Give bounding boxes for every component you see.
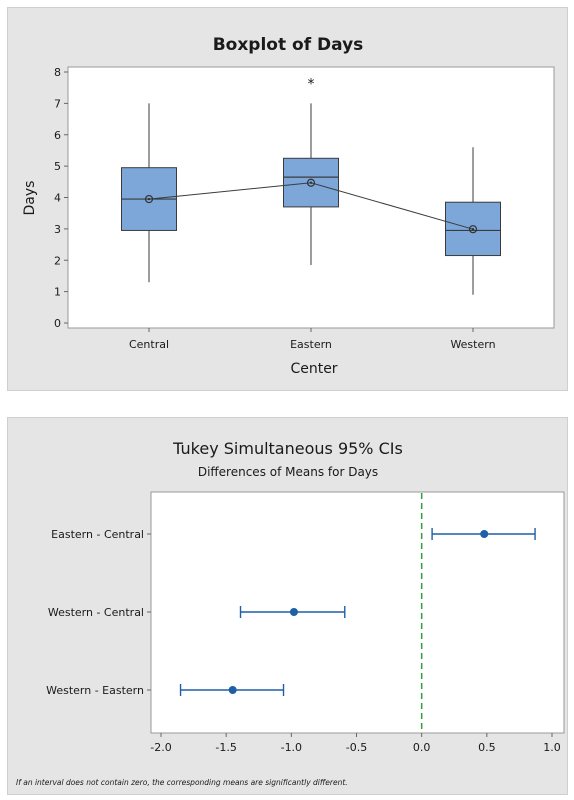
boxplot-y-tick-label-2: 2: [54, 254, 61, 267]
tukey-x-tick-label-2: -1.0: [281, 741, 302, 754]
tukey-x-axis: -2.0 -1.5 -1.0 -0.5 0.0 0.5 1.0: [150, 733, 561, 754]
tukey-y-axis: Eastern - Central Western - Central Wester…: [46, 528, 151, 697]
boxplot-x-tick-label-1: Eastern: [290, 338, 332, 351]
mean-symbol-eastern: [306, 178, 316, 187]
outlier-0: *: [308, 76, 315, 92]
boxplot-panel: Boxplot of Days 0 1 2 3 4 5 6 7 8 Central Eastern…: [7, 7, 568, 391]
boxplot-y-tick-label-6: 6: [54, 129, 61, 142]
tukey-x-tick-label-6: 1.0: [543, 741, 561, 754]
boxplot-x-tick-label-0: Central: [129, 338, 169, 351]
interval-2: [179, 684, 285, 696]
boxplot-y-axis: 0 1 2 3 4 5 6 7 8: [54, 66, 68, 330]
tukey-chart: Tukey Simultaneous 95% CIs Differences o…: [16, 439, 565, 787]
tukey-panel: Tukey Simultaneous 95% CIs Differences o…: [7, 417, 568, 795]
mean-symbol-dot-western: [471, 227, 475, 231]
boxplot-title: Boxplot of Days: [213, 35, 364, 55]
tukey-x-tick-label-5: 0.5: [478, 741, 496, 754]
interval-estimate-point: [228, 686, 237, 694]
tukey-y-tick-label-2: Western - Eastern: [46, 684, 144, 697]
boxplot-y-label: Days: [22, 181, 38, 216]
boxplot-x-tick-label-2: Western: [450, 338, 495, 351]
tukey-y-tick-label-0: Eastern - Central: [51, 528, 144, 541]
box-central: [121, 103, 177, 283]
mean-symbol-western: [468, 225, 478, 234]
tukey-marks: [179, 493, 536, 732]
interval-estimate-point: [480, 530, 489, 538]
boxplot-y-tick-label-1: 1: [54, 286, 61, 299]
tukey-x-tick-label-3: -0.5: [346, 741, 367, 754]
boxplot-y-tick-label-0: 0: [54, 317, 61, 330]
boxplot-y-tick-label-7: 7: [54, 97, 61, 110]
boxplot-y-tick-label-5: 5: [54, 160, 61, 173]
tukey-footnote: If an interval does not contain zero, th…: [16, 778, 348, 787]
boxplot-y-tick-label-4: 4: [54, 192, 61, 205]
mean-symbol-dot-central: [147, 197, 151, 201]
interval-0: [431, 528, 536, 540]
tukey-title: Tukey Simultaneous 95% CIs: [172, 439, 403, 458]
tukey-x-tick-label-4: 0.0: [413, 741, 431, 754]
tukey-subtitle: Differences of Means for Days: [198, 465, 378, 479]
tukey-plot-area: [150, 491, 565, 734]
tukey-y-tick-label-1: Western - Central: [48, 606, 144, 619]
interval-estimate-point: [289, 608, 298, 616]
tukey-x-tick-label-0: -2.0: [150, 741, 171, 754]
mean-symbol-dot-eastern: [309, 181, 313, 184]
mean-symbol-central: [144, 194, 154, 204]
boxplot-y-tick-label-8: 8: [54, 66, 61, 79]
boxplot-chart: Boxplot of Days 0 1 2 3 4 5 6 7 8 Central Eastern…: [22, 35, 555, 377]
boxplot-y-tick-label-3: 3: [54, 223, 61, 236]
boxplot-marks: *: [121, 76, 501, 295]
boxplot-x-label: Center: [290, 361, 337, 377]
boxplot-x-axis: Central Eastern Western: [129, 328, 496, 351]
interval-1: [239, 606, 346, 618]
tukey-x-tick-label-1: -1.5: [215, 741, 236, 754]
